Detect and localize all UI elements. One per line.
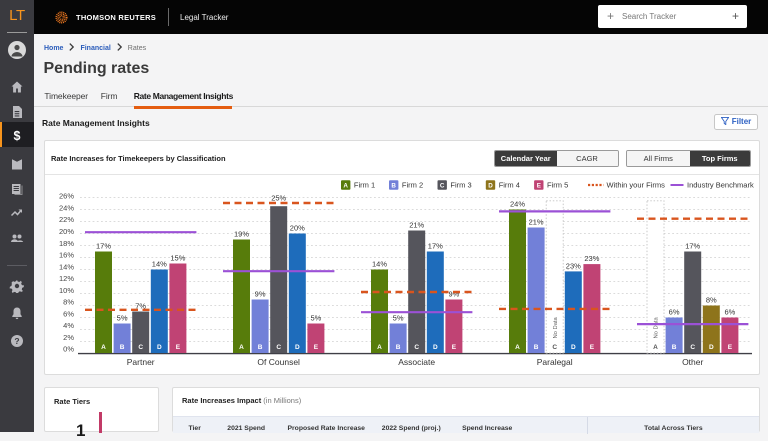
svg-text:?: ? [14, 336, 19, 346]
